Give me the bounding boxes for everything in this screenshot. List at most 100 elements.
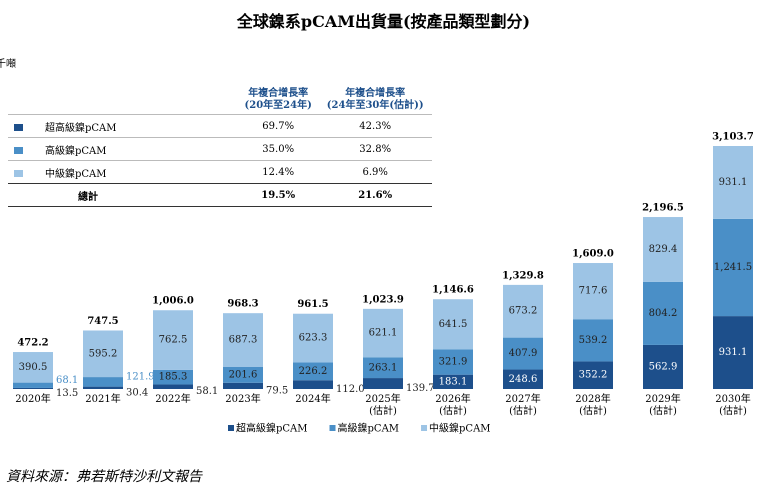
total-label: 1,006.0 bbox=[152, 296, 194, 307]
bar-segment bbox=[223, 366, 263, 383]
bar-segment bbox=[643, 281, 683, 345]
table-cell: 19.5% bbox=[238, 183, 319, 207]
table-cell: 42.3% bbox=[318, 114, 432, 138]
value-label: 30.4 bbox=[126, 387, 148, 398]
total-label: 1,023.9 bbox=[362, 294, 404, 305]
table-row: 中級鎳pCAM 12.4% 6.9% bbox=[8, 160, 432, 184]
value-label: 201.6 bbox=[229, 369, 258, 380]
total-label: 1,609.0 bbox=[572, 249, 614, 260]
legend-label: 中級鎳pCAM bbox=[429, 422, 491, 435]
bar-segment bbox=[83, 377, 123, 387]
row-label: 總計 bbox=[78, 191, 98, 203]
value-label: 762.5 bbox=[159, 335, 188, 346]
legend-swatch bbox=[421, 425, 428, 431]
bar-segment bbox=[153, 369, 193, 385]
bar-segment bbox=[713, 316, 753, 389]
bar-segment bbox=[223, 382, 263, 389]
x-tick-label: 2029年 (估計) bbox=[645, 394, 681, 417]
bar-segment bbox=[433, 299, 473, 350]
bar-segment bbox=[363, 357, 403, 379]
bar-segment bbox=[713, 218, 753, 317]
x-tick-label: 2027年 (估計) bbox=[505, 394, 541, 417]
value-label: 562.9 bbox=[649, 361, 678, 372]
table-row: 高級鎳pCAM 35.0% 32.8% bbox=[8, 137, 432, 161]
legend-swatch bbox=[14, 169, 23, 177]
bar-segment bbox=[643, 217, 683, 282]
table-row: 總計 19.5% 21.6% bbox=[8, 183, 432, 207]
bar-segment bbox=[573, 263, 613, 320]
table-row: 超高級鎳pCAM 69.7% 42.3% bbox=[8, 114, 432, 138]
value-label: 68.1 bbox=[56, 375, 78, 386]
table-cell: 總計 bbox=[8, 183, 238, 207]
legend-swatch bbox=[228, 425, 234, 431]
value-label: 829.4 bbox=[649, 244, 678, 255]
value-label: 717.6 bbox=[579, 286, 608, 297]
legend-label: 超高級鎳pCAM bbox=[236, 422, 308, 435]
bar-segment bbox=[503, 337, 543, 370]
bar-segment bbox=[643, 344, 683, 389]
value-label: 79.5 bbox=[266, 385, 288, 396]
legend-swatch bbox=[14, 146, 23, 154]
table-cell: 32.8% bbox=[318, 137, 432, 161]
total-label: 1,146.6 bbox=[432, 285, 474, 296]
bar-segment bbox=[153, 384, 193, 389]
total-label: 472.2 bbox=[17, 338, 48, 349]
bar-segment bbox=[83, 386, 123, 389]
bar-segment bbox=[293, 362, 333, 381]
x-tick-label: 2030年 (估計) bbox=[715, 394, 751, 417]
value-label: 226.2 bbox=[299, 366, 328, 377]
value-label: 595.2 bbox=[89, 348, 118, 359]
source-note: 資料來源：弗若斯特沙利文報告 bbox=[6, 469, 202, 485]
total-label: 968.3 bbox=[227, 299, 258, 310]
bar-segment bbox=[363, 308, 403, 358]
bar-segment bbox=[713, 146, 753, 219]
bar-segment bbox=[293, 313, 333, 363]
value-label: 390.5 bbox=[19, 362, 48, 373]
table-cell: 中級鎳pCAM bbox=[8, 160, 238, 184]
value-label: 121.9 bbox=[126, 371, 155, 382]
value-label: 58.1 bbox=[196, 386, 218, 397]
bar-segment bbox=[13, 352, 53, 383]
value-label: 112.0 bbox=[336, 384, 365, 395]
row-label: 超高級鎳pCAM bbox=[45, 122, 117, 134]
bar-segment bbox=[573, 361, 613, 389]
legend-swatch bbox=[14, 123, 23, 131]
row-label: 高級鎳pCAM bbox=[45, 145, 107, 157]
value-label: 931.1 bbox=[719, 347, 748, 358]
bar-segment bbox=[13, 387, 53, 389]
x-tick-label: 2028年 (估計) bbox=[575, 394, 611, 417]
table-cell: 69.7% bbox=[238, 114, 319, 138]
value-label: 804.2 bbox=[649, 308, 678, 319]
value-label: 687.3 bbox=[229, 335, 258, 346]
unit-label: 千噸 bbox=[0, 59, 16, 70]
bar-segment bbox=[223, 313, 263, 367]
value-label: 13.5 bbox=[56, 388, 78, 399]
table-cell: 21.6% bbox=[318, 183, 432, 207]
x-tick-label: 2023年 bbox=[225, 394, 261, 405]
legend-label: 高級鎳pCAM bbox=[338, 422, 400, 435]
row-label: 中級鎳pCAM bbox=[45, 168, 107, 180]
total-label: 2,196.5 bbox=[642, 203, 684, 214]
value-label: 139.7 bbox=[406, 383, 435, 394]
table-cell: 35.0% bbox=[238, 137, 319, 161]
x-tick-label: 2020年 bbox=[15, 394, 51, 405]
bar-segment bbox=[293, 380, 333, 389]
legend-swatch bbox=[329, 425, 336, 431]
table-header-cell: 年複合增長率 (24年至30年(估計)) bbox=[326, 88, 424, 111]
value-label: 183.1 bbox=[439, 376, 468, 387]
value-label: 407.9 bbox=[509, 348, 538, 359]
chart-title: 全球鎳系pCAM出貨量(按產品類型劃分) bbox=[236, 12, 531, 31]
bar-segment bbox=[503, 284, 543, 338]
bar-segment bbox=[83, 330, 123, 378]
bar-segment bbox=[503, 369, 543, 389]
bar-segment bbox=[363, 378, 403, 389]
value-label: 673.2 bbox=[509, 306, 538, 317]
x-tick-label: 2022年 bbox=[155, 394, 191, 405]
value-label: 1,241.5 bbox=[714, 262, 752, 273]
table-header-cell: 年複合增長率 (20年至24年) bbox=[244, 88, 312, 111]
value-label: 185.3 bbox=[159, 372, 188, 383]
value-label: 623.3 bbox=[299, 333, 328, 344]
cagr-table: 年複合增長率 (20年至24年) 年複合增長率 (24年至30年(估計)) 超高… bbox=[8, 86, 432, 207]
total-label: 747.5 bbox=[87, 316, 118, 327]
